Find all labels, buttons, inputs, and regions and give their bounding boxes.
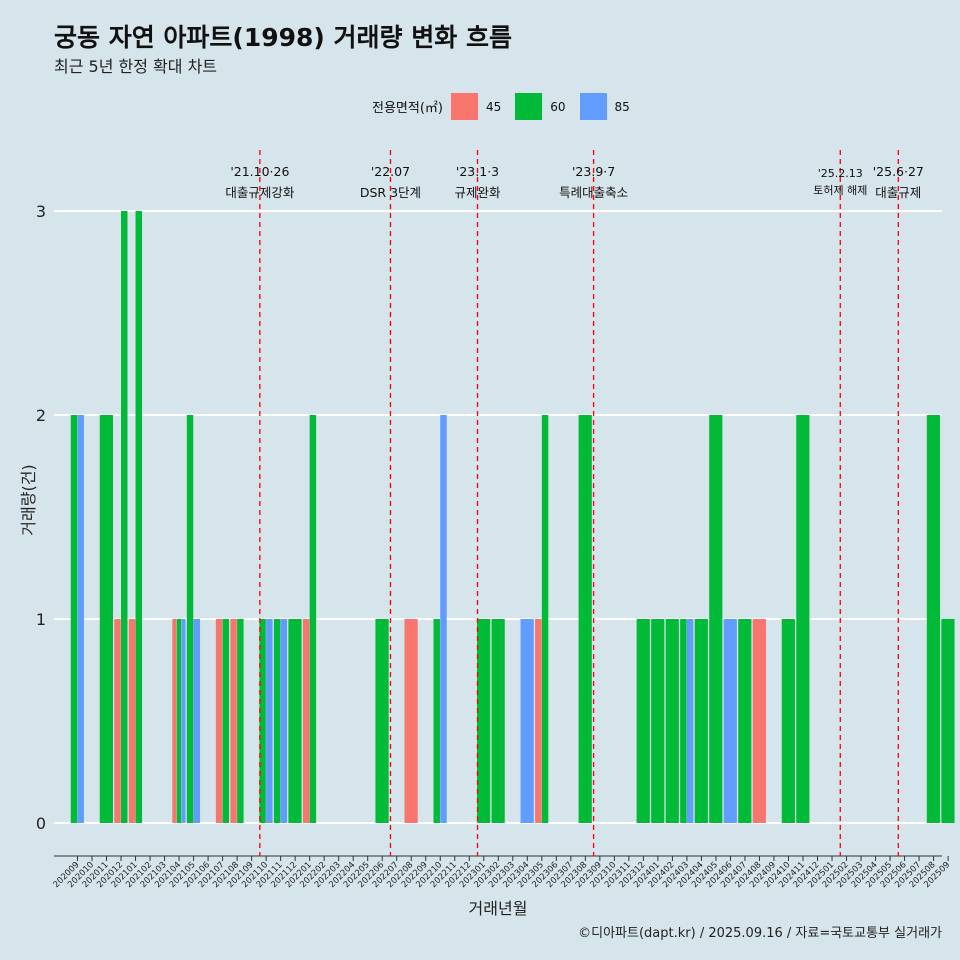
- bar-202111-85: [280, 619, 288, 823]
- bar-202206-60: [375, 619, 389, 823]
- y-tick-label-3: 3: [36, 202, 46, 221]
- legend-swatch-60: [515, 93, 543, 120]
- y-tick-label-0: 0: [36, 814, 46, 833]
- bar-202108-60: [237, 619, 244, 823]
- bar-202401-60: [651, 619, 665, 823]
- legend-label-60: 60: [550, 99, 566, 114]
- legend-label-45: 45: [485, 99, 502, 114]
- bar-202408-45: [752, 619, 766, 823]
- event-desc-label-202309: 특례대출축소: [559, 185, 628, 200]
- bar-202012-60: [121, 211, 128, 823]
- bar-202301-60: [477, 619, 491, 823]
- event-date-label-202506: '25.6·27: [873, 164, 924, 179]
- bar-202305-45: [535, 619, 542, 823]
- event-desc-label-202502: 토허제 해제: [813, 183, 867, 197]
- bar-202305-60: [541, 415, 549, 823]
- event-desc-label-202110: 대출규제강화: [225, 185, 295, 200]
- bar-202009-60: [70, 415, 78, 823]
- event-desc-label-202506: 대출규제: [875, 185, 921, 200]
- bar-202111-60: [273, 619, 281, 823]
- event-date-label-202110: '21.10·26: [230, 164, 289, 179]
- bar-202105-85: [193, 619, 201, 823]
- bar-202411-60: [796, 415, 810, 823]
- bar-202208-45: [404, 619, 418, 823]
- bar-202404-60: [694, 619, 708, 823]
- bar-202402-60: [665, 619, 679, 823]
- bar-202405-60: [709, 415, 723, 823]
- bar-202403-85: [686, 619, 694, 823]
- bar-202108-45: [230, 619, 237, 823]
- legend-item-60: 60: [515, 93, 573, 120]
- bar-202104-45: [172, 619, 177, 823]
- bar-202312-60: [636, 619, 650, 823]
- bar-202110-85: [266, 619, 273, 823]
- bar-202105-60: [186, 415, 194, 823]
- chart-title: 궁동 자연 아파트(1998) 거래량 변화 흐름: [54, 23, 512, 52]
- bar-202508-60: [926, 415, 941, 823]
- bar-202107-45: [215, 619, 223, 823]
- bar-202112-60: [288, 619, 302, 823]
- bar-202210-85: [440, 415, 447, 823]
- y-axis-title: 거래량(건): [19, 464, 38, 535]
- caption: ©디아파트(dapt.kr) / 2025.09.16 / 자료=국토교통부 실…: [578, 926, 942, 941]
- bar-202410-60: [781, 619, 795, 823]
- legend-title: 전용면적(㎡): [372, 101, 443, 116]
- y-tick-label-1: 1: [36, 610, 46, 629]
- bar-202509-60: [941, 619, 955, 823]
- event-date-label-202502: '25.2.13: [818, 167, 863, 180]
- bar-202101-60: [135, 211, 142, 823]
- legend-label-85: 85: [614, 99, 630, 114]
- chart-subtitle: 최근 5년 한정 확대 차트: [54, 57, 218, 76]
- legend-item-45: 45: [450, 93, 509, 120]
- bar-202308-60: [578, 415, 592, 823]
- bar-202101-45: [128, 619, 136, 823]
- bar-202403-60: [680, 619, 687, 823]
- bar-202104-60: [176, 619, 182, 823]
- legend-item-85: 85: [579, 93, 638, 120]
- bar-202009-85: [77, 415, 84, 823]
- legend-swatch-45: [450, 93, 478, 120]
- bar-202302-60: [491, 619, 505, 823]
- bar-202201-60: [309, 415, 317, 823]
- bar-202107-60: [222, 619, 230, 823]
- bar-202201-45: [302, 619, 310, 823]
- y-tick-label-2: 2: [36, 406, 46, 425]
- bar-202406-85: [723, 619, 737, 823]
- bar-202011-60: [99, 415, 113, 823]
- bar-202012-45: [114, 619, 121, 823]
- event-desc-label-202301: 규제완화: [455, 185, 502, 200]
- event-date-label-202301: '23.1·3: [456, 164, 499, 179]
- bar-202304-85: [520, 619, 534, 823]
- x-axis-title: 거래년월: [469, 899, 528, 918]
- legend: 전용면적(㎡) 45 60 85: [372, 93, 644, 120]
- legend-swatch-85: [579, 93, 607, 120]
- bar-202407-60: [738, 619, 752, 823]
- bar-202210-60: [433, 619, 440, 823]
- bar-202104-85: [181, 619, 186, 823]
- event-date-label-202207: '22.07: [371, 164, 410, 179]
- event-desc-label-202207: DSR 3단계: [360, 185, 421, 200]
- event-date-label-202309: '23.9·7: [572, 164, 615, 179]
- bar-202110-60: [259, 619, 266, 823]
